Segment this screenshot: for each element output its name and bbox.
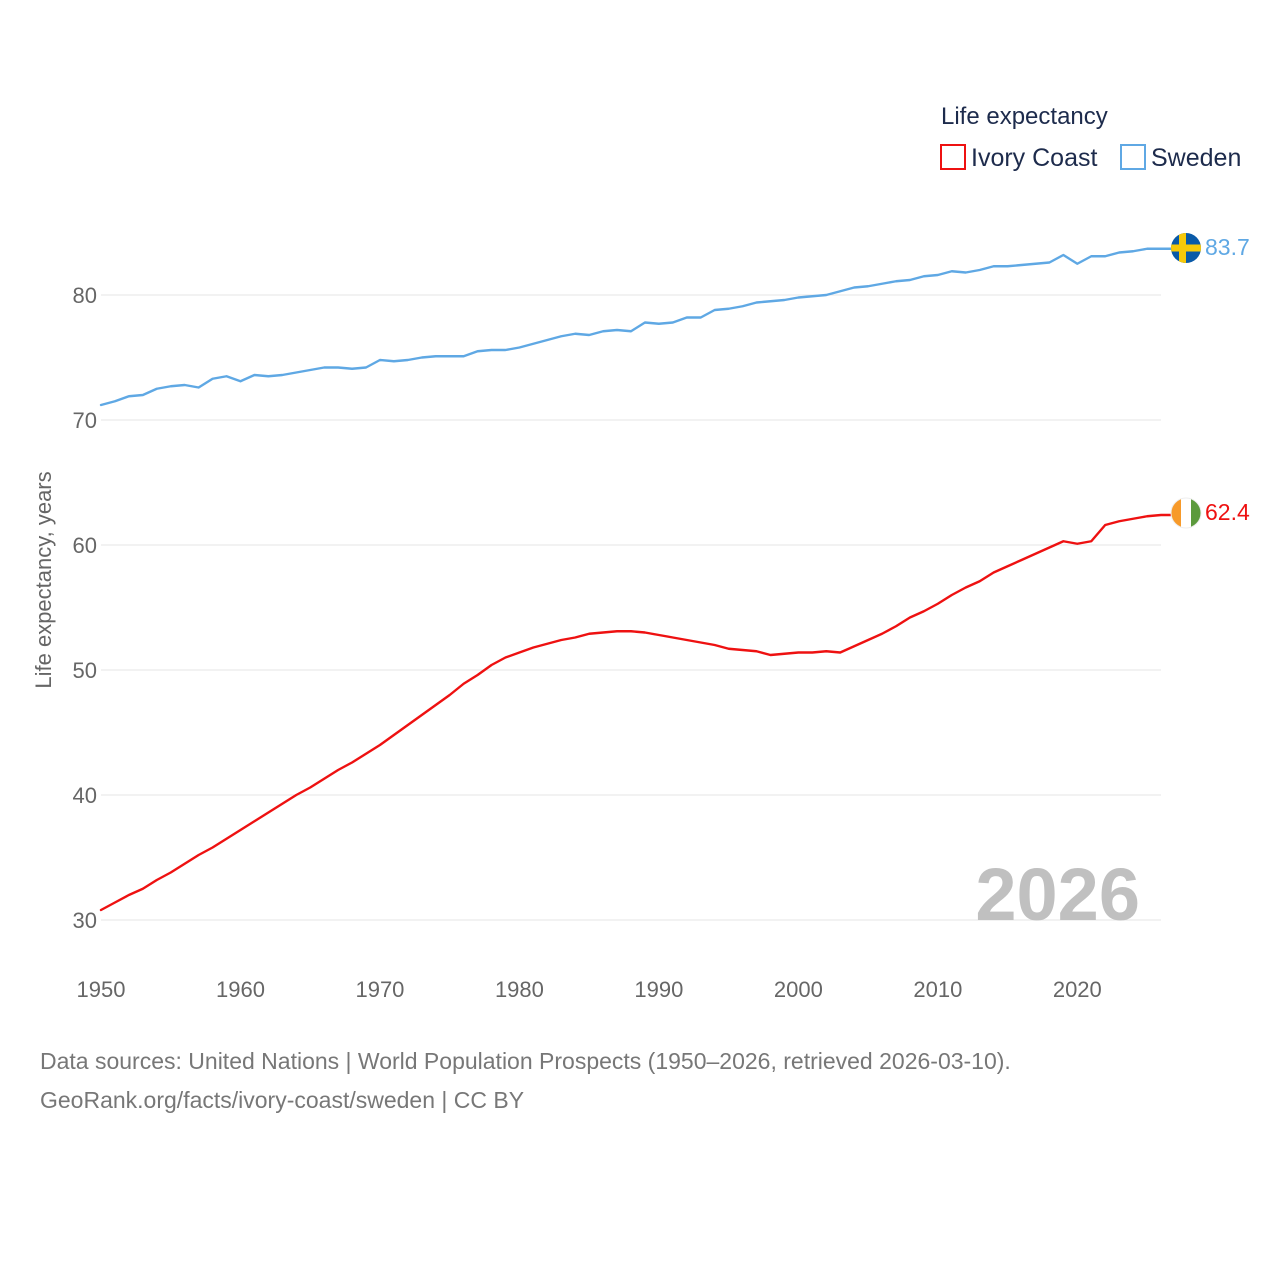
source-footer: Data sources: United Nations | World Pop…: [40, 1042, 1011, 1120]
x-tick-label: 2020: [1053, 977, 1102, 1002]
x-axis-ticks: 1950 1960 1970 1980 1990 2000 2010 2020: [77, 977, 1102, 1002]
legend[interactable]: Life expectancy Ivory Coast Sweden: [940, 103, 1241, 172]
x-tick-label: 2000: [774, 977, 823, 1002]
end-label-ivory-coast: 62.4: [1205, 499, 1250, 525]
x-tick-label: 1990: [634, 977, 683, 1002]
y-axis-title: Life expectancy, years: [31, 471, 56, 688]
x-tick-label: 1970: [355, 977, 404, 1002]
series-line-sweden[interactable]: [99, 247, 1173, 407]
gridlines: [101, 294, 1161, 921]
y-axis-ticks: 30 40 50 60 70 80: [73, 283, 97, 933]
attribution-line[interactable]: GeoRank.org/facts/ivory-coast/sweden | C…: [40, 1087, 525, 1113]
y-tick-label: 60: [73, 533, 97, 558]
legend-title: Life expectancy: [941, 103, 1108, 130]
legend-label-sweden[interactable]: Sweden: [1151, 144, 1241, 172]
legend-label-ivory-coast[interactable]: Ivory Coast: [971, 144, 1097, 172]
y-tick-label: 30: [73, 908, 97, 933]
year-label: 2026: [975, 853, 1140, 936]
y-tick-label: 70: [73, 408, 97, 433]
source-line: Data sources: United Nations | World Pop…: [40, 1048, 1011, 1074]
x-tick-label: 1980: [495, 977, 544, 1002]
ivory-coast-flag-icon: [1170, 497, 1202, 529]
x-tick-label: 2010: [913, 977, 962, 1002]
series-line-ivory-coast[interactable]: [99, 513, 1173, 912]
end-label-sweden: 83.7: [1205, 234, 1250, 260]
x-tick-label: 1950: [77, 977, 126, 1002]
y-tick-label: 80: [73, 283, 97, 308]
y-tick-label: 50: [73, 658, 97, 683]
sweden-flag-icon: [1171, 233, 1201, 263]
y-tick-label: 40: [73, 783, 97, 808]
x-tick-label: 1960: [216, 977, 265, 1002]
legend-swatch-sweden[interactable]: [1120, 144, 1146, 170]
legend-swatch-ivory-coast[interactable]: [940, 144, 966, 170]
series-lines: [99, 247, 1173, 912]
